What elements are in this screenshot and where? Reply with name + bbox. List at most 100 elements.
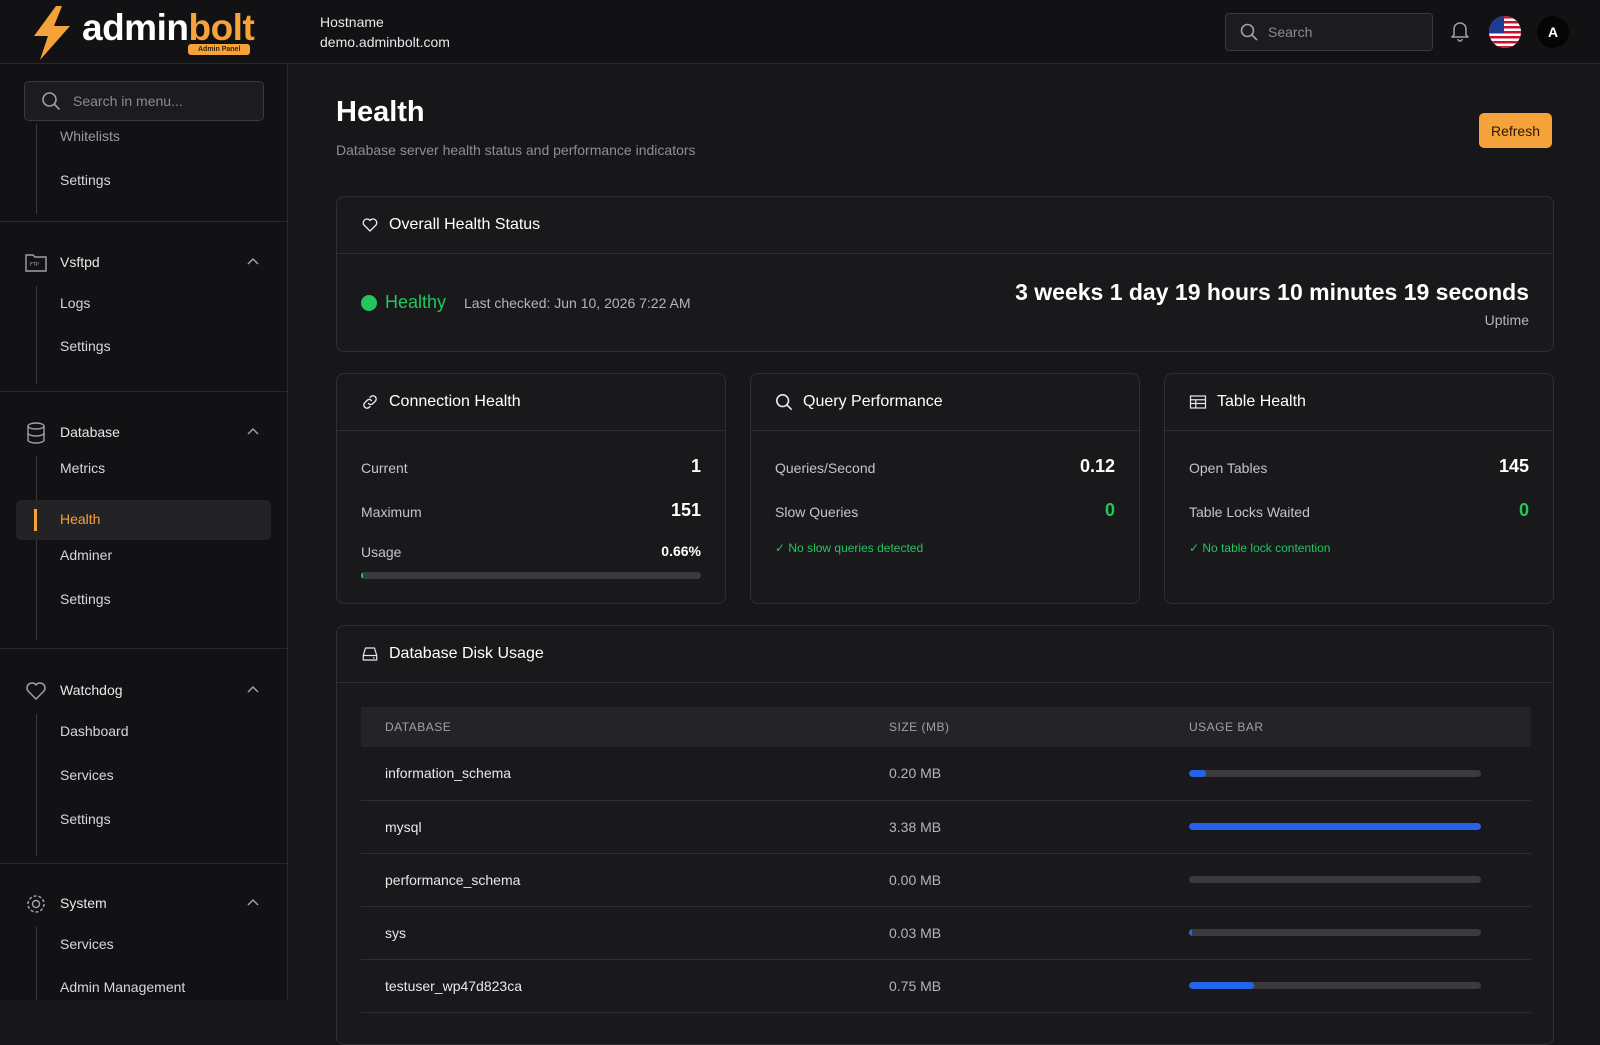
card-header: Connection Health (337, 374, 725, 431)
database-size: 3.38 MB (889, 800, 1189, 854)
table-row: testuser_wp47d823ca 0.75 MB (361, 959, 1531, 1013)
metric-label: Queries/Second (775, 460, 876, 476)
sidebar-group-label: Database (60, 424, 120, 440)
sidebar-item-settings[interactable]: Settings (60, 811, 111, 827)
sidebar-item-dashboard[interactable]: Dashboard (60, 723, 129, 739)
link-icon (363, 395, 377, 409)
sidebar-divider (0, 221, 287, 222)
gear-icon (27, 895, 45, 913)
sidebar-group-label: Watchdog (60, 682, 123, 698)
sidebar-item-settings[interactable]: Settings (60, 591, 111, 607)
bolt-logo-icon (34, 6, 70, 60)
metric-qps: Queries/Second 0.12 (775, 456, 1115, 480)
language-selector[interactable] (1489, 16, 1521, 48)
usage-bar-cell (1189, 747, 1531, 801)
sidebar-item-services[interactable]: Services (60, 936, 114, 952)
uptime-value: 3 weeks 1 day 19 hours 10 minutes 19 sec… (1015, 279, 1529, 305)
card-title: Table Health (1217, 393, 1306, 410)
metric-current: Current 1 (361, 456, 701, 480)
notifications-button[interactable] (1450, 20, 1470, 45)
table-icon (1189, 395, 1207, 409)
metric-slow-queries: Slow Queries 0 (775, 500, 1115, 524)
usage-bar-cell (1189, 853, 1531, 907)
hostname-value: demo.adminbolt.com (320, 34, 450, 50)
chevron-up-icon (247, 685, 259, 693)
usage-progress-fill (361, 572, 364, 579)
sidebar-group-database[interactable]: Database (0, 421, 287, 445)
sidebar-item-active-bg (16, 500, 271, 540)
sidebar-item-services[interactable]: Services (60, 767, 114, 783)
ftp-folder-icon: FTP (25, 254, 47, 272)
sidebar-divider (0, 391, 287, 392)
metric-label: Usage (361, 544, 402, 560)
sidebar-group-label: Vsftpd (60, 254, 100, 270)
usage-bar-cell (1189, 959, 1531, 1013)
metric-table-locks: Table Locks Waited 0 (1189, 500, 1529, 524)
usage-bar-cell (1189, 906, 1531, 960)
connection-health-card: Connection Health Current 1 Maximum 151 … (336, 373, 726, 604)
hostname-block: Hostname demo.adminbolt.com (320, 12, 450, 52)
disk-usage-card: Database Disk Usage DATABASE SIZE (MB) U… (336, 625, 1554, 1045)
search-icon (1240, 23, 1258, 41)
database-size: 0.03 MB (889, 906, 1189, 960)
tree-line (36, 927, 37, 1000)
metric-label: Slow Queries (775, 504, 859, 520)
usage-bar (1189, 769, 1481, 777)
sidebar-item-adminer[interactable]: Adminer (60, 547, 113, 563)
table-row: sys 0.03 MB (361, 906, 1531, 960)
global-search-input[interactable] (1268, 24, 1418, 40)
disk-usage-table: DATABASE SIZE (MB) USAGE BAR information… (361, 707, 1531, 1013)
database-name: mysql (361, 800, 889, 854)
user-avatar[interactable]: A (1537, 16, 1569, 48)
sidebar-item-settings[interactable]: Settings (60, 172, 111, 188)
status-badge: Healthy (385, 292, 447, 312)
global-search (1225, 13, 1433, 51)
usage-bar (1189, 982, 1481, 989)
uptime-label: Uptime (1484, 312, 1529, 328)
database-name: information_schema (361, 747, 889, 801)
menu-search (24, 81, 264, 121)
refresh-button[interactable]: Refresh (1479, 113, 1552, 148)
card-header: Overall Health Status (337, 197, 1553, 254)
database-size: 0.75 MB (889, 959, 1189, 1013)
sidebar-group-system[interactable]: System (0, 892, 287, 916)
column-header: USAGE BAR (1189, 707, 1531, 747)
status-note: ✓ No table lock contention (1189, 541, 1331, 555)
status-dot (361, 295, 377, 311)
tree-line (36, 124, 37, 214)
card-title: Connection Health (389, 393, 521, 410)
table-header-row: DATABASE SIZE (MB) USAGE BAR (361, 707, 1531, 747)
metric-maximum: Maximum 151 (361, 500, 701, 524)
brand-logo[interactable]: adminbolt Admin Panel (30, 6, 255, 60)
sidebar-group-vsftpd[interactable]: FTP Vsftpd (0, 251, 287, 275)
sidebar-item-settings[interactable]: Settings (60, 338, 111, 354)
top-bar: adminbolt Admin Panel Hostname demo.admi… (0, 0, 1600, 64)
column-header: SIZE (MB) (889, 707, 1189, 747)
menu-search-input[interactable] (73, 93, 253, 109)
sidebar-item-metrics[interactable]: Metrics (60, 460, 106, 476)
sidebar-item-logs[interactable]: Logs (60, 295, 91, 311)
sidebar-item-admin-management[interactable]: Admin Management (60, 979, 186, 995)
metric-label: Current (361, 460, 408, 476)
sidebar-item-whitelists[interactable]: Whitelists (60, 128, 120, 144)
usage-bar-fill (1189, 982, 1254, 989)
last-checked: Last checked: Jun 10, 2026 7:22 AM (464, 295, 691, 311)
metric-value: 0.12 (1079, 456, 1115, 476)
card-header: Database Disk Usage (337, 626, 1553, 683)
svg-text:FTP: FTP (30, 262, 39, 268)
database-size: 0.20 MB (889, 747, 1189, 801)
table-row: information_schema 0.20 MB (361, 747, 1531, 801)
usage-bar-fill (1189, 769, 1207, 777)
bell-icon (1451, 22, 1469, 42)
metric-value: 1 (690, 456, 701, 476)
main-content: Health Database server health status and… (288, 64, 1600, 1045)
sidebar-group-label: System (60, 895, 107, 911)
heart-icon (26, 682, 46, 700)
metric-value: 145 (1498, 456, 1529, 476)
table-health-card: Table Health Open Tables 145 Table Locks… (1164, 373, 1554, 604)
sidebar-group-watchdog[interactable]: Watchdog (0, 679, 287, 703)
sidebar-item-health[interactable]: Health (60, 511, 101, 527)
overall-health-card: Overall Health Status Healthy Last check… (336, 196, 1554, 352)
search-icon (42, 92, 60, 110)
metric-label: Maximum (361, 504, 422, 520)
